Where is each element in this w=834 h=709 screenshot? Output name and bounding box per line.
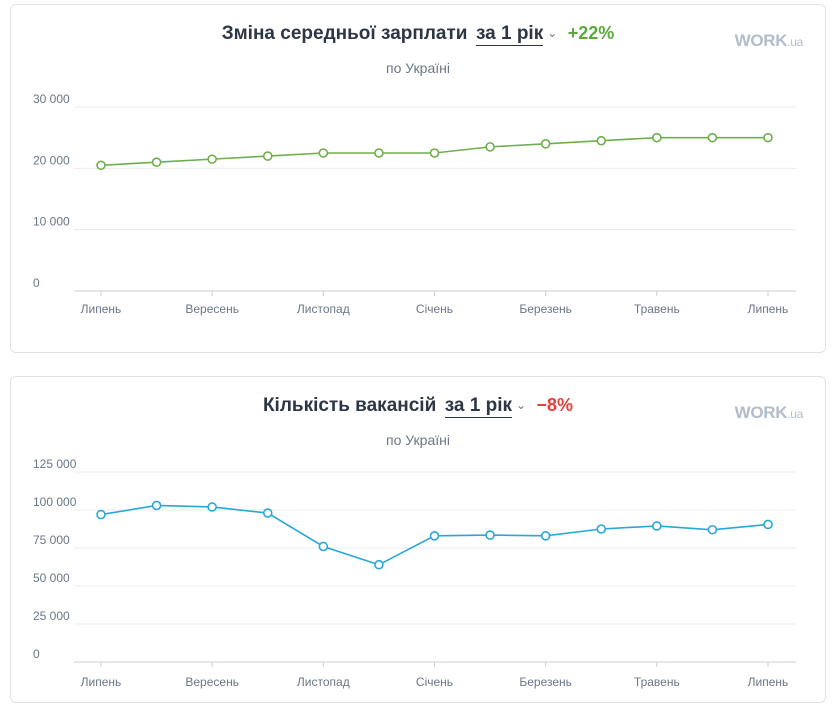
y-tick-label: 30 000 — [33, 92, 70, 106]
x-tick-label: Листопад — [297, 302, 350, 316]
salary-chart-card: Зміна середньої зарплати за 1 рік ⌄ +22% … — [10, 4, 826, 353]
salary-chart-header: Зміна середньої зарплати за 1 рік ⌄ +22% — [11, 23, 825, 46]
salary-line-chart: 0 10 000 20 000 30 000 Липень Вересень Листопа… — [33, 92, 796, 316]
salary-period-dropdown[interactable]: за 1 рік — [475, 23, 544, 46]
vacancies-chart-title: Кількість вакансій — [262, 395, 437, 416]
vacancies-change-value: −8% — [536, 395, 574, 415]
vacancies-line-chart: 0 25 000 50 000 75 000 100 000 125 000 Липень В… — [33, 457, 796, 689]
x-tick-label: Липень — [748, 675, 789, 689]
logo-suffix: .ua — [787, 407, 803, 421]
data-point[interactable] — [763, 519, 773, 530]
y-tick-label: 10 000 — [33, 215, 70, 229]
y-tick-label: 20 000 — [33, 153, 70, 167]
data-point[interactable] — [652, 521, 662, 531]
vacancies-period-dropdown[interactable]: за 1 рік — [444, 395, 512, 418]
data-point[interactable] — [596, 135, 607, 146]
data-point[interactable] — [707, 132, 718, 143]
data-point[interactable] — [262, 151, 273, 161]
y-tick-label: 0 — [33, 276, 40, 290]
salary-chart-title: Зміна середньої зарплати — [221, 23, 468, 44]
work-ua-logo: WORK.ua — [734, 31, 804, 51]
x-tick-label: Липень — [748, 302, 789, 316]
y-tick-label: 25 000 — [33, 609, 70, 623]
chevron-down-icon[interactable]: ⌄ — [516, 398, 527, 412]
data-point[interactable] — [374, 148, 384, 158]
salary-chart-subtitle: по Україні — [386, 60, 450, 76]
x-tick-label: Березень — [519, 675, 572, 689]
chevron-down-icon[interactable]: ⌄ — [547, 26, 558, 40]
x-tick-label: Січень — [416, 675, 453, 689]
data-point[interactable] — [540, 531, 551, 541]
x-tick-label: Січень — [416, 302, 453, 316]
logo-suffix: .ua — [787, 35, 803, 49]
y-tick-label: 100 000 — [33, 495, 77, 509]
data-point[interactable] — [707, 524, 718, 535]
vacancies-chart-subtitle: по Україні — [386, 432, 450, 448]
x-tick-label: Липень — [81, 675, 122, 689]
data-point[interactable] — [151, 157, 162, 167]
x-tick-label: Вересень — [185, 302, 239, 316]
x-tick-label: Вересень — [185, 675, 239, 689]
data-point[interactable] — [485, 142, 495, 152]
salary-change-value: +22% — [567, 23, 615, 43]
work-ua-logo: WORK.ua — [734, 403, 804, 423]
vacancies-chart-header: Кількість вакансій за 1 рік ⌄ −8% — [11, 395, 825, 418]
data-point[interactable] — [429, 148, 440, 158]
x-tick-label: Травень — [634, 302, 680, 316]
data-point[interactable] — [96, 509, 106, 520]
y-tick-label: 0 — [33, 647, 40, 661]
x-tick-label: Липень — [81, 302, 122, 316]
y-tick-label: 75 000 — [33, 533, 70, 547]
vacancies-chart-card: Кількість вакансій за 1 рік ⌄ −8% по Укра… — [10, 376, 826, 703]
data-point[interactable] — [207, 154, 217, 164]
x-tick-label: Березень — [519, 302, 572, 316]
y-tick-label: 50 000 — [33, 571, 70, 585]
data-point[interactable] — [151, 500, 162, 511]
data-point[interactable] — [429, 531, 440, 541]
data-point[interactable] — [596, 524, 607, 534]
data-point[interactable] — [262, 508, 273, 518]
x-tick-label: Листопад — [297, 675, 350, 689]
data-point[interactable] — [318, 541, 329, 552]
data-point[interactable] — [96, 160, 106, 171]
data-point[interactable] — [374, 559, 384, 570]
data-point[interactable] — [485, 530, 495, 540]
data-point[interactable] — [763, 132, 773, 143]
data-point[interactable] — [318, 148, 329, 158]
data-point[interactable] — [652, 132, 662, 143]
data-point[interactable] — [207, 502, 217, 512]
logo-main: WORK — [734, 403, 788, 422]
data-point[interactable] — [540, 139, 551, 149]
y-tick-label: 125 000 — [33, 457, 77, 471]
x-tick-label: Травень — [634, 675, 680, 689]
logo-main: WORK — [734, 31, 788, 50]
